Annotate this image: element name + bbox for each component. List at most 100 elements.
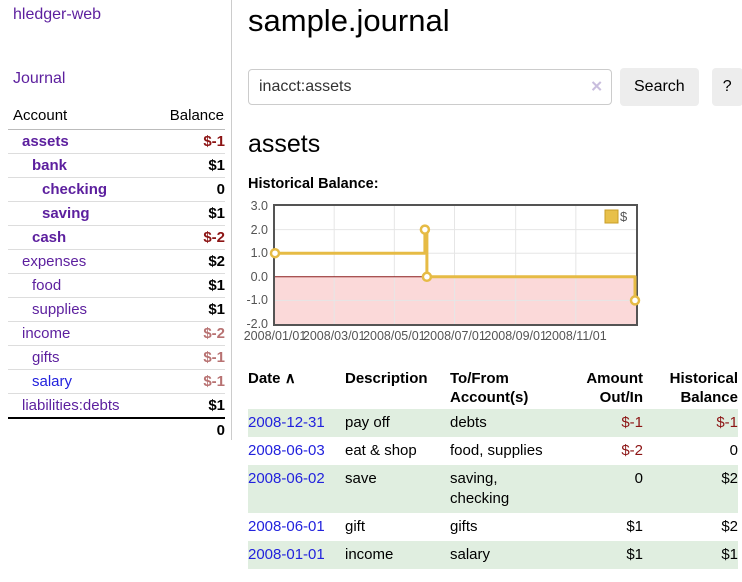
sidebar-account-balance: $1 bbox=[148, 153, 225, 178]
sidebar-account-link[interactable]: cash bbox=[32, 229, 67, 246]
sidebar-account-link[interactable]: income bbox=[22, 325, 71, 342]
x-axis-tick-label: 2008/09/01 bbox=[484, 329, 547, 343]
y-axis-tick-label: 1.0 bbox=[250, 245, 268, 260]
clear-search-icon[interactable]: ✕ bbox=[590, 78, 603, 96]
sidebar-account-link[interactable]: salary bbox=[32, 373, 73, 390]
accounts-table-header: Account Balance bbox=[8, 104, 225, 130]
account-name-cell: food bbox=[8, 273, 149, 298]
register-transaction-row: 2008-12-31 pay off debts $-1 $-1 bbox=[248, 409, 738, 437]
sidebar-account-row: salary $-1 bbox=[8, 369, 225, 394]
sidebar-account-row: food $1 bbox=[8, 273, 225, 298]
accounts-table: Account Balance assets $-1 bank $1 checking 0… bbox=[8, 104, 225, 442]
x-axis-tick-label: 2008/07/01 bbox=[423, 329, 486, 343]
transaction-date-link[interactable]: 2008-12-31 bbox=[248, 414, 325, 431]
register-header-accounts: To/From Account(s) bbox=[450, 370, 529, 406]
sidebar-account-row: liabilities:debts $1 bbox=[8, 393, 225, 419]
account-name-cell: cash bbox=[8, 225, 149, 250]
account-name-cell: liabilities:debts bbox=[8, 393, 149, 419]
account-name-cell: checking bbox=[8, 177, 149, 202]
sidebar-account-row: checking 0 bbox=[8, 177, 225, 202]
accounts-header-balance: Balance bbox=[148, 104, 225, 130]
accounts-total-row: 0 bbox=[8, 417, 225, 442]
sort-ascending-icon: ∧ bbox=[284, 370, 296, 387]
register-transaction-row: 2008-06-03 eat & shop food, supplies $-2 0 bbox=[248, 437, 738, 465]
date-header-label: Date bbox=[248, 370, 281, 387]
transaction-description: income bbox=[345, 546, 394, 563]
transaction-balance: $2 bbox=[721, 518, 738, 535]
account-name-cell: expenses bbox=[8, 249, 149, 274]
chart-point bbox=[269, 247, 281, 259]
transaction-amount: $1 bbox=[626, 546, 643, 563]
account-name-cell: gifts bbox=[8, 345, 149, 370]
transaction-date-cell: 2008-06-03 bbox=[248, 437, 345, 465]
sidebar-account-balance: $2 bbox=[148, 249, 225, 274]
register-header-amount: Amount Out/In bbox=[586, 370, 643, 406]
search-form: ✕ Search ? bbox=[248, 68, 742, 106]
transaction-date-link[interactable]: 2008-06-02 bbox=[248, 470, 325, 487]
transaction-description: pay off bbox=[345, 414, 390, 431]
sidebar-account-balance: $-2 bbox=[148, 225, 225, 250]
transaction-accounts: gifts bbox=[450, 518, 478, 535]
y-axis-tick-label: 3.0 bbox=[250, 198, 268, 213]
chart-plot-area[interactable]: $ bbox=[269, 204, 641, 326]
sidebar-account-link[interactable]: checking bbox=[42, 181, 108, 198]
transaction-amount: $-1 bbox=[621, 414, 643, 431]
sidebar-account-link[interactable]: food bbox=[32, 277, 62, 294]
account-name-cell: bank bbox=[8, 153, 149, 178]
sidebar-account-balance: $-1 bbox=[148, 129, 225, 154]
main-content: sample.journal ✕ Search ? assets Histori… bbox=[244, 0, 742, 569]
transaction-date-link[interactable]: 2008-01-01 bbox=[248, 546, 325, 563]
sidebar: hledger-web Journal Account Balance asse… bbox=[0, 0, 232, 442]
sidebar-account-link[interactable]: assets bbox=[22, 133, 69, 150]
account-name-cell: saving bbox=[8, 201, 149, 226]
sidebar-account-link[interactable]: expenses bbox=[22, 253, 87, 270]
transaction-date-link[interactable]: 2008-06-01 bbox=[248, 518, 325, 535]
accounts-total-value: 0 bbox=[148, 417, 225, 442]
chart-point bbox=[419, 224, 431, 235]
search-input[interactable] bbox=[248, 69, 612, 105]
help-button[interactable]: ? bbox=[711, 68, 742, 106]
sidebar-account-link[interactable]: liabilities:debts bbox=[22, 397, 120, 414]
sidebar-account-link[interactable]: gifts bbox=[32, 349, 60, 366]
register-header-row: Date ∧ Description To/From Account(s) Am… bbox=[248, 367, 738, 409]
sidebar-account-balance: $-1 bbox=[148, 345, 225, 370]
chart-point bbox=[421, 271, 433, 283]
sidebar-account-link[interactable]: saving bbox=[42, 205, 90, 222]
register-transaction-row: 2008-01-01 income salary $1 $1 bbox=[248, 541, 738, 569]
sidebar-account-row: income $-2 bbox=[8, 321, 225, 346]
search-box: ✕ bbox=[248, 69, 612, 105]
transaction-date-link[interactable]: 2008-06-03 bbox=[248, 442, 325, 459]
sidebar-account-balance: $1 bbox=[148, 273, 225, 298]
sidebar-account-link[interactable]: bank bbox=[32, 157, 68, 174]
register-table: Date ∧ Description To/From Account(s) Am… bbox=[248, 367, 738, 569]
accounts-total-spacer bbox=[8, 417, 149, 442]
sidebar-item-journal[interactable]: Journal bbox=[13, 70, 66, 87]
transaction-description: gift bbox=[345, 518, 366, 535]
sidebar-account-row: saving $1 bbox=[8, 201, 225, 226]
legend-swatch bbox=[604, 209, 619, 224]
transaction-amount: 0 bbox=[634, 470, 643, 487]
register-header-description: Description bbox=[345, 370, 428, 387]
sidebar-account-balance: $1 bbox=[148, 297, 225, 322]
search-button[interactable]: Search bbox=[620, 68, 699, 106]
sidebar-account-row: cash $-2 bbox=[8, 225, 225, 250]
historical-balance-label: Historical Balance: bbox=[248, 176, 379, 192]
sidebar-account-balance: $-1 bbox=[148, 369, 225, 394]
sidebar-account-link[interactable]: supplies bbox=[32, 301, 88, 318]
sidebar-account-row: bank $1 bbox=[8, 153, 225, 178]
account-heading: assets bbox=[248, 130, 321, 158]
sidebar-account-row: expenses $2 bbox=[8, 249, 225, 274]
register-header-date[interactable]: Date ∧ bbox=[248, 367, 345, 409]
y-axis-tick-label: -1.0 bbox=[246, 293, 268, 308]
balance-chart-svg: $ bbox=[269, 206, 641, 324]
transaction-accounts: food, supplies bbox=[450, 442, 543, 459]
account-name-cell: supplies bbox=[8, 297, 149, 322]
x-axis-tick-label: 2008/11/01 bbox=[545, 329, 607, 343]
page-title: sample.journal bbox=[248, 3, 450, 38]
x-axis-tick-label: 2008/03/01 bbox=[302, 329, 366, 343]
account-name-cell: income bbox=[8, 321, 149, 346]
sidebar-account-balance: 0 bbox=[148, 177, 225, 202]
brand-link[interactable]: hledger-web bbox=[13, 6, 102, 23]
y-axis-tick-label: 0.0 bbox=[250, 269, 268, 284]
